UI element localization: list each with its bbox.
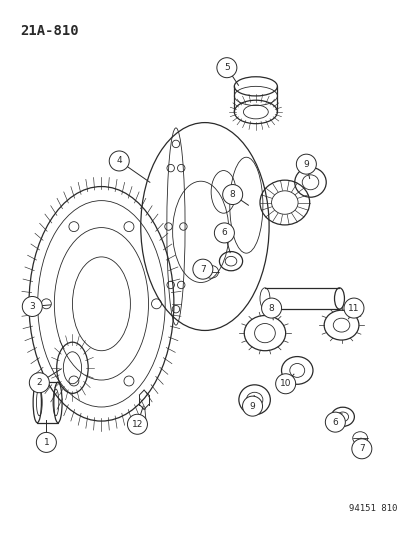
Text: 7: 7	[199, 265, 205, 273]
Circle shape	[222, 184, 242, 205]
Text: 7: 7	[358, 445, 364, 453]
Circle shape	[216, 58, 236, 78]
Text: 9: 9	[249, 402, 255, 410]
Text: 8: 8	[229, 190, 235, 199]
Text: 6: 6	[221, 229, 227, 237]
Text: 9: 9	[303, 160, 309, 168]
Text: 8: 8	[268, 304, 274, 312]
Text: 12: 12	[131, 420, 143, 429]
Text: 2: 2	[36, 378, 42, 387]
Circle shape	[343, 298, 363, 318]
Circle shape	[325, 412, 344, 432]
Circle shape	[351, 439, 371, 459]
Circle shape	[275, 374, 295, 394]
Circle shape	[296, 154, 316, 174]
Circle shape	[36, 432, 56, 453]
Circle shape	[109, 151, 129, 171]
Circle shape	[192, 259, 212, 279]
Circle shape	[261, 298, 281, 318]
Circle shape	[127, 414, 147, 434]
Text: 21A-810: 21A-810	[21, 24, 79, 38]
Text: 3: 3	[29, 302, 35, 311]
Text: 94151 810: 94151 810	[348, 504, 396, 513]
Text: 10: 10	[279, 379, 291, 388]
Text: 6: 6	[332, 418, 337, 426]
Text: 1: 1	[43, 438, 49, 447]
Text: 11: 11	[347, 304, 359, 312]
Circle shape	[214, 223, 234, 243]
Text: 5: 5	[223, 63, 229, 72]
Circle shape	[29, 373, 49, 393]
Text: 4: 4	[116, 157, 122, 165]
Circle shape	[242, 396, 262, 416]
Circle shape	[22, 296, 42, 317]
